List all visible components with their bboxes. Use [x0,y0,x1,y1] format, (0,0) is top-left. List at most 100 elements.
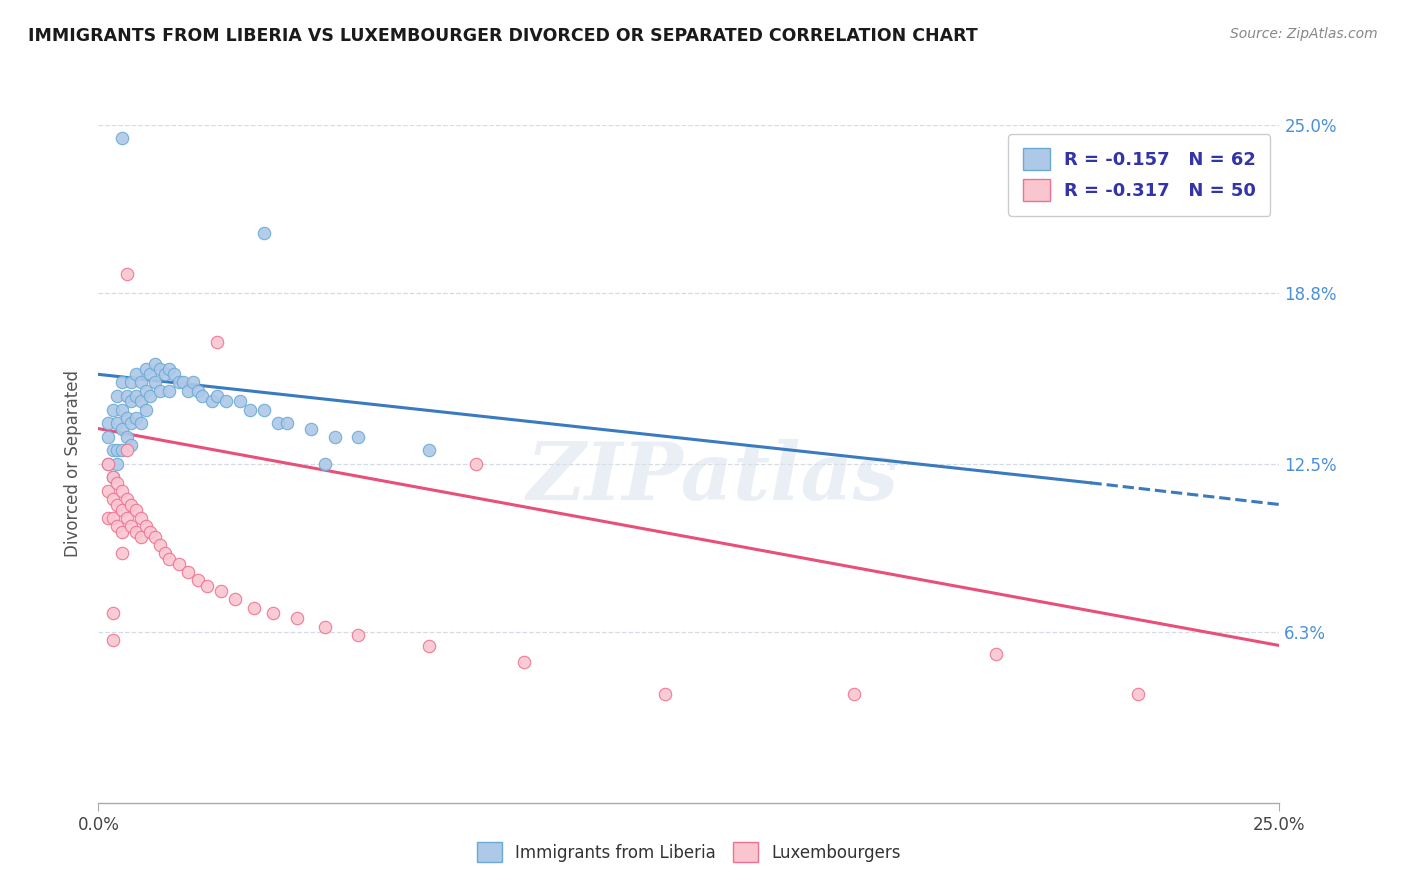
Point [115,443,138,458]
Point [229,394,252,409]
Point [101,402,124,417]
Text: ZIPatlas: ZIPatlas [526,439,898,516]
Point [115,410,138,425]
Point [101,633,124,648]
Point [224,592,246,607]
Point [187,574,209,588]
Point [111,421,134,435]
Point [205,334,228,349]
Point [465,457,488,471]
Point [121,498,143,512]
Point [121,376,143,390]
Point [105,457,128,471]
Point [125,368,148,382]
Point [101,492,124,507]
Point [121,416,143,430]
Point [418,639,440,653]
Point [97,457,120,471]
Point [143,530,166,544]
Point [153,546,176,560]
Point [111,503,134,517]
Point [111,376,134,390]
Point [314,619,336,633]
Point [97,430,120,444]
Point [111,131,134,145]
Point [139,524,162,539]
Point [105,416,128,430]
Point [101,606,124,620]
Point [512,655,534,669]
Point [101,470,124,484]
Point [135,519,157,533]
Point [167,557,190,571]
Point [191,389,214,403]
Point [267,416,290,430]
Point [111,546,134,560]
Point [215,394,238,409]
Point [139,389,162,403]
Point [105,443,128,458]
Point [105,519,128,533]
Point [129,376,152,390]
Point [149,384,172,398]
Point [121,394,143,409]
Point [243,600,266,615]
Point [115,389,138,403]
Point [101,511,124,525]
Point [149,362,172,376]
Point [153,368,176,382]
Point [262,606,284,620]
Point [157,384,180,398]
Point [177,566,200,580]
Point [1126,687,1149,701]
Point [129,394,152,409]
Point [121,438,143,452]
Point [97,511,120,525]
Point [143,357,166,371]
Point [111,402,134,417]
Point [143,376,166,390]
Point [299,421,322,435]
Text: Source: ZipAtlas.com: Source: ZipAtlas.com [1230,27,1378,41]
Point [105,389,128,403]
Point [347,430,370,444]
Point [115,267,138,281]
Legend: Immigrants from Liberia, Luxembourgers: Immigrants from Liberia, Luxembourgers [464,829,914,876]
Point [195,579,218,593]
Point [163,368,186,382]
Point [253,227,276,241]
Point [97,416,120,430]
Point [209,584,232,599]
Point [347,628,370,642]
Point [139,368,162,382]
Point [172,376,194,390]
Point [97,483,120,498]
Point [149,538,172,552]
Point [201,394,224,409]
Point [239,402,262,417]
Point [984,647,1007,661]
Point [125,503,148,517]
Point [285,611,308,625]
Point [111,443,134,458]
Point [125,410,148,425]
Point [125,524,148,539]
Point [253,402,276,417]
Y-axis label: Divorced or Separated: Divorced or Separated [65,370,83,558]
Text: IMMIGRANTS FROM LIBERIA VS LUXEMBOURGER DIVORCED OR SEPARATED CORRELATION CHART: IMMIGRANTS FROM LIBERIA VS LUXEMBOURGER … [28,27,977,45]
Point [314,457,336,471]
Point [129,416,152,430]
Point [205,389,228,403]
Point [418,443,440,458]
Point [654,687,676,701]
Point [844,687,866,701]
Point [115,492,138,507]
Point [167,376,190,390]
Point [157,551,180,566]
Point [115,430,138,444]
Point [121,519,143,533]
Point [276,416,298,430]
Point [323,430,346,444]
Point [101,470,124,484]
Point [115,511,138,525]
